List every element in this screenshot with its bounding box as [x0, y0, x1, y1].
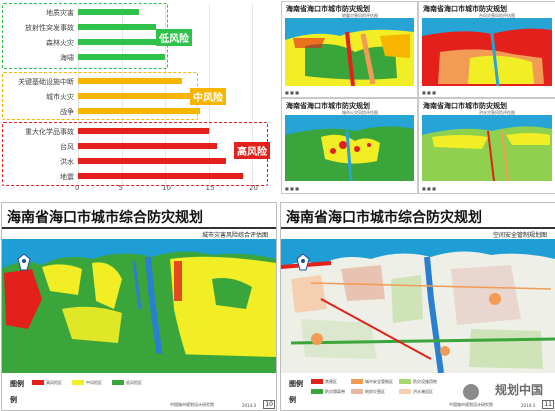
map-card-typhoon[interactable]: 海南省海口市城市防灾规划 台风灾害风险评估图 ■ ■ ■	[418, 1, 555, 98]
x-tick-label: 20	[249, 184, 258, 192]
fire-risk-map	[285, 115, 414, 181]
legend-label-2: 城市安全管制区	[365, 379, 393, 384]
legend-label-4: 防灾隔离带	[325, 389, 345, 394]
comprehensive-risk-map	[2, 239, 276, 373]
card-subtitle: 台风灾害风险评估图	[479, 13, 515, 18]
risk-bar	[78, 128, 209, 134]
risk-bar-chart: 0 5 10 15 20 低风险 地质灾害放射性突发事故森林火灾海啸中风险 关键基础设施中断城…	[0, 0, 278, 192]
risk-bar	[78, 108, 200, 114]
category-label: 战争	[60, 108, 74, 116]
risk-bar	[78, 39, 161, 45]
slide-footer: 中国城市规划设计研究院	[170, 402, 214, 407]
legend-label-mid: 中风险区	[86, 380, 102, 385]
risk-level-tag: 中风险	[190, 88, 226, 105]
card-title: 海南省海口市城市防灾规划	[423, 5, 507, 13]
cnchina-logo	[16, 253, 32, 271]
slide-date: 2014.3	[521, 403, 535, 408]
legend-title: 图例	[289, 380, 303, 388]
slide-spatial-safety[interactable]: 海南省海口市城市综合防灾规划 空间安全管制规划图 图例 禁建区 城市安全管制区 …	[280, 202, 555, 411]
risk-bar	[78, 158, 226, 164]
slide-subtitle: 空间安全管制规划图	[492, 232, 547, 239]
legend-swatch-3	[399, 379, 411, 384]
category-label: 重大化学品事故	[25, 128, 74, 136]
card-legend: ■ ■ ■	[285, 90, 299, 95]
card-subtitle: 城市火灾风险评估图	[342, 110, 378, 115]
legend-swatch-low	[112, 380, 124, 385]
risk-bar	[78, 24, 157, 30]
card-legend: ■ ■ ■	[422, 186, 436, 191]
map-card-earthquake[interactable]: 海南省海口市城市防灾规划 地震灾害风险评估图 ■ ■ ■	[281, 1, 418, 98]
slide-footer: 中国城市规划设计研究院	[449, 402, 493, 407]
map-card-flood[interactable]: 海南省海口市城市防灾规划 洪水灾害风险评估图 ■ ■ ■	[418, 98, 555, 194]
risk-bar	[78, 93, 192, 99]
cnchina-logo	[295, 253, 311, 271]
category-label: 城市火灾	[46, 93, 74, 101]
legend-title: 图例	[10, 380, 24, 388]
legend-label-6: 洪水淹没区	[413, 389, 433, 394]
flood-risk-map	[422, 115, 552, 181]
risk-level-tag: 高风险	[234, 142, 270, 159]
risk-level-tag: 低风险	[156, 29, 192, 46]
card-subtitle: 洪水灾害风险评估图	[479, 110, 515, 115]
legend-swatch-2	[351, 379, 363, 384]
risk-bar	[78, 9, 139, 15]
earthquake-risk-map	[285, 18, 414, 86]
legend-swatch-4	[311, 389, 323, 394]
grid-line	[252, 4, 253, 184]
category-label: 森林火灾	[46, 39, 74, 47]
card-title: 海南省海口市城市防灾规划	[286, 5, 370, 13]
card-subtitle: 地震灾害风险评估图	[342, 13, 378, 18]
spatial-safety-map	[281, 239, 555, 373]
category-label: 海啸	[60, 54, 74, 62]
typhoon-risk-map	[422, 18, 552, 86]
risk-bar	[78, 54, 165, 60]
title-divider	[2, 227, 276, 229]
legend-label-1: 禁建区	[325, 379, 337, 384]
category-label: 洪水	[60, 158, 74, 166]
page-number: 11	[542, 400, 554, 409]
slide-subtitle: 城市灾害风险综合评估图	[201, 232, 268, 239]
legend-swatch-1	[311, 379, 323, 384]
category-label: 地质灾害	[46, 9, 74, 17]
slide-title: 海南省海口市城市综合防灾规划	[286, 210, 482, 226]
map-card-fire[interactable]: 海南省海口市城市防灾规划 城市火灾风险评估图 ■ ■ ■	[281, 98, 418, 194]
legend-title-2: 例	[289, 396, 296, 404]
legend-label-3: 防灾设施用地	[413, 379, 437, 384]
legend-label-5: 地质灾害区	[365, 389, 385, 394]
slide-date: 2014.3	[242, 403, 256, 408]
category-label: 放射性突发事故	[25, 24, 74, 32]
risk-bar	[78, 143, 218, 149]
risk-bar	[78, 173, 244, 179]
legend-swatch-high	[32, 380, 44, 385]
legend-label-low: 低风险区	[126, 380, 142, 385]
x-tick-label: 10	[162, 184, 171, 192]
card-title: 海南省海口市城市防灾规划	[423, 102, 507, 110]
legend-swatch-6	[399, 389, 411, 394]
legend-swatch-5	[351, 389, 363, 394]
card-legend: ■ ■ ■	[285, 186, 299, 191]
watermark-text: 规划中国	[494, 383, 543, 397]
category-label: 台风	[60, 143, 74, 151]
title-divider	[281, 227, 555, 229]
wechat-icon	[463, 384, 479, 400]
x-tick-label: 5	[118, 184, 123, 192]
legend-title-2: 例	[10, 396, 17, 404]
category-label: 关键基础设施中断	[18, 78, 74, 86]
x-tick-label: 15	[205, 184, 215, 192]
legend-swatch-mid	[72, 380, 84, 385]
x-tick-label: 0	[75, 184, 80, 192]
category-label: 地震	[60, 173, 74, 181]
risk-bar	[78, 78, 183, 84]
slide-title: 海南省海口市城市综合防灾规划	[7, 210, 203, 226]
page-number: 10	[263, 400, 275, 409]
card-legend: ■ ■ ■	[422, 90, 436, 95]
card-title: 海南省海口市城市防灾规划	[286, 102, 370, 110]
slide-comprehensive-risk[interactable]: 海南省海口市城市综合防灾规划 城市灾害风险综合评估图 图例 高风险区 中风险区 …	[1, 202, 277, 411]
legend-label-high: 高风险区	[46, 380, 62, 385]
